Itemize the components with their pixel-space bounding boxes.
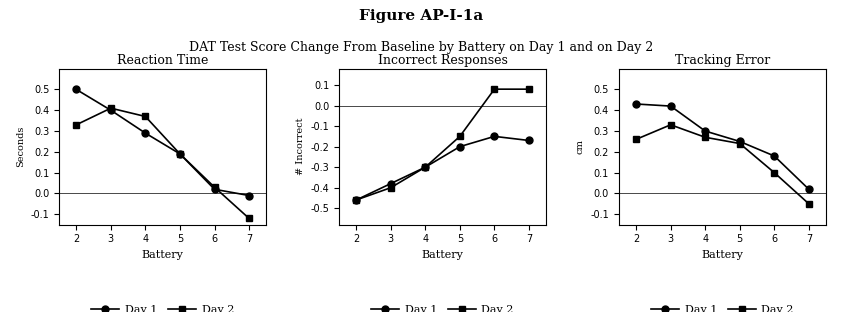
Day 2 <box>209 185 219 189</box>
Day 1 <box>244 194 254 197</box>
Day 2 <box>105 106 115 110</box>
Title: Reaction Time: Reaction Time <box>117 55 208 67</box>
Day 1 <box>71 88 81 91</box>
Line: Day 1: Day 1 <box>352 133 533 203</box>
Day 1 <box>804 188 814 191</box>
Line: Day 1: Day 1 <box>72 86 253 199</box>
Day 2 <box>352 198 362 202</box>
Text: Figure AP-I-1a: Figure AP-I-1a <box>359 9 484 23</box>
Day 1 <box>524 139 534 142</box>
Day 1 <box>352 198 362 202</box>
Title: Incorrect Responses: Incorrect Responses <box>378 55 507 67</box>
Day 2 <box>770 171 780 174</box>
Day 1 <box>386 182 396 185</box>
Line: Day 2: Day 2 <box>352 86 533 203</box>
X-axis label: Battery: Battery <box>422 250 464 260</box>
Y-axis label: cm: cm <box>576 139 585 154</box>
Day 1 <box>701 129 711 133</box>
Text: DAT Test Score Change From Baseline by Battery on Day 1 and on Day 2: DAT Test Score Change From Baseline by B… <box>190 41 653 54</box>
Day 2 <box>421 165 431 169</box>
Day 1 <box>631 102 642 106</box>
Day 1 <box>421 165 431 169</box>
Day 2 <box>631 138 642 141</box>
Line: Day 1: Day 1 <box>632 100 813 193</box>
Day 1 <box>454 145 464 149</box>
Day 1 <box>175 152 185 156</box>
Day 2 <box>386 186 396 190</box>
Day 1 <box>209 188 219 191</box>
Day 1 <box>666 104 676 108</box>
Day 1 <box>140 131 150 135</box>
Day 2 <box>666 123 676 127</box>
Y-axis label: Seconds: Seconds <box>16 126 25 167</box>
Day 2 <box>524 87 534 91</box>
X-axis label: Battery: Battery <box>142 250 184 260</box>
Title: Tracking Error: Tracking Error <box>675 55 771 67</box>
Legend: Day 1, Day 2: Day 1, Day 2 <box>367 300 518 312</box>
Day 1 <box>770 154 780 158</box>
Day 1 <box>489 134 499 138</box>
Y-axis label: # Incorrect: # Incorrect <box>296 118 305 175</box>
Day 2 <box>175 152 185 156</box>
Day 1 <box>735 139 745 143</box>
Line: Day 2: Day 2 <box>72 105 253 222</box>
Day 2 <box>140 115 150 118</box>
Day 2 <box>804 202 814 206</box>
Day 1 <box>105 108 115 112</box>
Day 2 <box>701 135 711 139</box>
Day 2 <box>735 142 745 145</box>
Day 2 <box>489 87 499 91</box>
Day 2 <box>244 217 254 220</box>
Line: Day 2: Day 2 <box>632 121 813 207</box>
Legend: Day 1, Day 2: Day 1, Day 2 <box>87 300 239 312</box>
X-axis label: Battery: Battery <box>701 250 744 260</box>
Legend: Day 1, Day 2: Day 1, Day 2 <box>647 300 798 312</box>
Day 2 <box>454 134 464 138</box>
Day 2 <box>71 123 81 127</box>
